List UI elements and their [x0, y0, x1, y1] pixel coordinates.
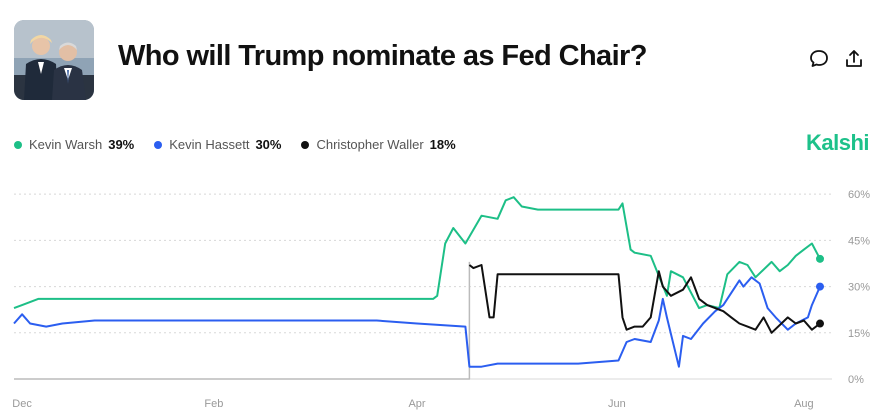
- x-tick-label: Aug: [794, 398, 814, 410]
- share-icon: [846, 50, 862, 67]
- share-button[interactable]: [843, 48, 865, 70]
- comment-icon: [810, 50, 828, 67]
- y-tick-label: 15%: [848, 328, 870, 340]
- series-line-kevin-hassett: [13, 276, 821, 368]
- x-tick-label: Feb: [204, 398, 223, 410]
- legend-label: Christopher Waller: [316, 137, 424, 152]
- market-thumbnail: [14, 20, 94, 100]
- series-line-kevin-warsh: [13, 196, 821, 310]
- legend-label: Kevin Warsh: [29, 137, 103, 152]
- series-end-point-christopher-waller: [816, 319, 824, 328]
- x-tick-label: Dec: [12, 398, 32, 410]
- line-chart: 0% 15% 30% 45% 60% Dec Feb Apr Jun Aug: [12, 189, 870, 410]
- y-tick-label: 0%: [848, 374, 864, 386]
- page-title: Who will Trump nominate as Fed Chair?: [118, 40, 647, 72]
- legend-value: 18%: [429, 137, 456, 152]
- legend-value: 39%: [108, 137, 135, 152]
- series-line-christopher-waller: [468, 264, 821, 334]
- legend-item-waller[interactable]: Christopher Waller 18%: [301, 137, 456, 152]
- y-tick-label: 60%: [848, 189, 870, 201]
- chart-legend: Kevin Warsh 39% Kevin Hassett 30% Christ…: [14, 137, 456, 152]
- series-end-point-kevin-warsh: [816, 254, 824, 263]
- y-tick-label: 30%: [848, 282, 870, 294]
- comment-button[interactable]: [808, 48, 830, 70]
- baseline-line: [14, 261, 471, 380]
- legend-dot-warsh: [14, 140, 22, 149]
- x-tick-label: Jun: [608, 398, 626, 410]
- legend-dot-waller: [301, 140, 310, 149]
- legend-label: Kevin Hassett: [169, 137, 250, 152]
- x-tick-label: Apr: [408, 398, 425, 410]
- kalshi-logo: Kalshi: [805, 130, 870, 155]
- legend-dot-hassett: [154, 140, 163, 149]
- legend-value: 30%: [255, 137, 282, 152]
- legend-item-warsh[interactable]: Kevin Warsh 39%: [14, 137, 134, 152]
- y-tick-label: 45%: [848, 235, 870, 247]
- legend-item-hassett[interactable]: Kevin Hassett 30%: [154, 137, 281, 152]
- series-end-point-kevin-hassett: [816, 282, 824, 291]
